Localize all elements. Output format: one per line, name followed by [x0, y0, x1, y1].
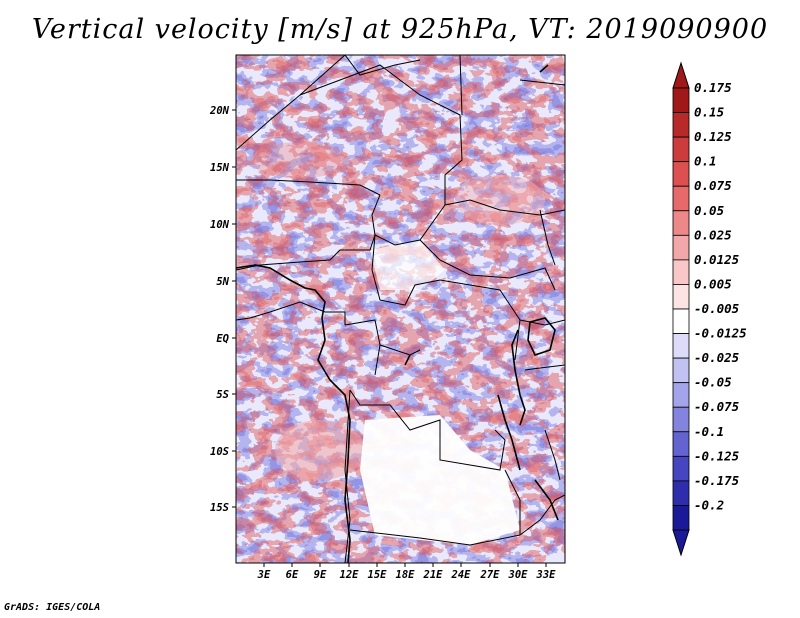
- colorbar-swatch: [672, 431, 690, 457]
- colorbar-swatch: [672, 112, 690, 138]
- colorbar-swatch: [672, 161, 690, 187]
- lat-label: 15S: [210, 502, 229, 514]
- coastlines: [236, 64, 559, 563]
- lon-label: 12E: [340, 569, 360, 581]
- lat-label: EQ: [216, 333, 229, 345]
- colorbar-label: -0.005: [694, 301, 740, 316]
- colorbar-swatch: [672, 234, 690, 261]
- lon-tick: 24E: [451, 563, 472, 581]
- lon-label: 33E: [536, 569, 557, 581]
- country-borders: [236, 55, 565, 563]
- colorbar-label: 0.075: [694, 178, 732, 193]
- lon-tick: 15E: [368, 563, 388, 581]
- colorbar-swatch: [672, 505, 690, 531]
- lon-tick: 3E: [257, 563, 271, 581]
- lon-label: 27E: [480, 569, 501, 581]
- colorbar-label: -0.1: [694, 424, 724, 439]
- colorbar-label: 0.005: [694, 276, 732, 291]
- lat-tick: 15S: [210, 502, 236, 514]
- colorbar-swatch: [672, 455, 690, 482]
- lon-tick: 6E: [286, 563, 299, 581]
- lat-label: 15N: [210, 162, 230, 174]
- colorbar-label: -0.175: [694, 473, 740, 488]
- colorbar-top-arrow: [672, 61, 690, 89]
- lat-label: 20N: [209, 105, 230, 117]
- lon-label: 6E: [286, 569, 299, 581]
- lat-tick: 15N: [210, 162, 236, 174]
- colorbar-swatch: [672, 284, 690, 310]
- colorbar-label: 0.15: [694, 105, 725, 120]
- lon-axis: 3E 6E 9E 12E 15E 18E 21E 24E 27E 30E 33E: [257, 563, 556, 581]
- lat-label: 10N: [210, 219, 230, 231]
- colorbar-swatch: [672, 382, 690, 408]
- lat-tick: 5S: [216, 389, 236, 401]
- colorbar-swatch: [672, 136, 690, 163]
- colorbar-swatch: [672, 333, 690, 359]
- lat-tick: 20N: [209, 105, 236, 117]
- colorbar-bottom-arrow: [672, 529, 690, 557]
- lon-tick: 9E: [314, 563, 327, 581]
- colorbar-swatch: [672, 87, 690, 113]
- lon-label: 15E: [368, 569, 388, 581]
- colorbar-label: 0.0125: [694, 252, 740, 267]
- lat-tick: 10N: [210, 219, 236, 231]
- colorbar-label: 0.025: [694, 227, 732, 242]
- colorbar-swatch: [672, 210, 690, 236]
- colorbar-swatch: [672, 185, 690, 212]
- lon-label: 9E: [314, 569, 327, 581]
- lon-label: 18E: [396, 569, 416, 581]
- colorbar-label: 0.125: [694, 129, 732, 144]
- colorbar-swatch: [672, 357, 690, 384]
- colorbar-swatch: [672, 480, 690, 506]
- colorbar: 0.175 0.15 0.125 0.1 0.075 0.05 0.025 0.0125 0.0…: [672, 61, 747, 557]
- lon-label: 30E: [508, 569, 529, 581]
- lon-label: 21E: [423, 569, 444, 581]
- velocity-field: [236, 55, 565, 563]
- lat-tick: 5N: [216, 276, 236, 288]
- colorbar-label: -0.125: [694, 448, 740, 463]
- colorbar-label: 0.1: [694, 154, 717, 169]
- lon-label: 24E: [451, 569, 472, 581]
- colorbar-label: -0.0125: [694, 326, 747, 341]
- colorbar-swatch: [672, 259, 690, 285]
- lon-label: 3E: [257, 569, 271, 581]
- map-title: Vertical velocity [m/s] at 925hPa, VT: 2…: [31, 14, 769, 45]
- lat-label: 5S: [216, 389, 229, 401]
- colorbar-label: -0.025: [694, 350, 740, 365]
- lat-label: 10S: [210, 446, 229, 458]
- colorbar-label: -0.2: [694, 497, 724, 512]
- footer-credit: GrADS: IGES/COLA: [4, 602, 101, 613]
- lon-tick: 30E: [508, 563, 529, 581]
- lat-tick: 10S: [210, 446, 236, 458]
- colorbar-label: 0.175: [694, 80, 732, 95]
- colorbar-label: 0.05: [694, 203, 725, 218]
- lon-tick: 12E: [340, 563, 360, 581]
- colorbar-label: -0.075: [694, 399, 740, 414]
- map-frame: [235, 54, 566, 564]
- lon-tick: 27E: [480, 563, 501, 581]
- colorbar-label: -0.05: [694, 375, 732, 390]
- lon-tick: 21E: [423, 563, 444, 581]
- lat-label: 5N: [216, 276, 229, 288]
- lon-tick: 33E: [536, 563, 557, 581]
- lat-tick: EQ: [216, 333, 236, 345]
- lon-tick: 18E: [396, 563, 416, 581]
- lat-axis: 20N 15N 10N 5N EQ 5S 10S 15S: [209, 105, 236, 514]
- colorbar-swatch: [672, 406, 690, 433]
- colorbar-swatch: [672, 308, 690, 334]
